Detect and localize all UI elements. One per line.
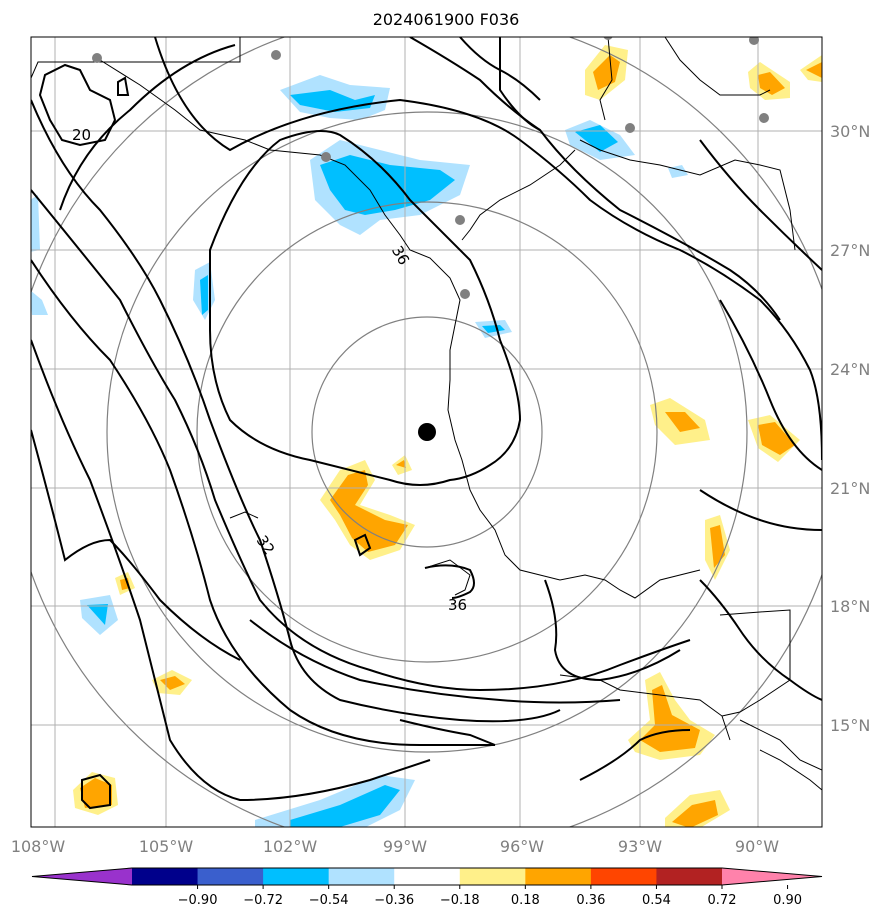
colorbar-segment <box>525 868 591 885</box>
contour-label-36-south: 36 <box>448 596 467 614</box>
lon-label: 99°W <box>383 837 427 856</box>
lat-label: 30°N <box>830 122 870 141</box>
lon-label: 105°W <box>139 837 194 856</box>
colorbar-tick-label: −0.90 <box>178 893 218 908</box>
lon-label: 108°W <box>11 837 66 856</box>
lat-label: 18°N <box>830 597 870 616</box>
lat-label: 21°N <box>830 479 870 498</box>
lon-label: 96°W <box>500 837 544 856</box>
colorbar-segment <box>329 868 395 885</box>
contour-label-20: 20 <box>72 126 91 144</box>
contour-label-32: 32 <box>253 532 279 558</box>
colorbar-tick-label: 0.54 <box>642 893 671 908</box>
lat-label: 27°N <box>830 241 870 260</box>
colorbar-extend-low <box>32 868 132 885</box>
colorbar: −0.90 −0.72 −0.54 −0.36 −0.18 0.18 0.36 0.54 0.7… <box>32 868 822 908</box>
latitude-labels: 30°N 27°N 24°N 21°N 18°N 15°N <box>830 122 870 735</box>
lon-label: 90°W <box>735 837 779 856</box>
colorbar-segment <box>591 868 657 885</box>
colorbar-tick-label: −0.54 <box>309 893 349 908</box>
colorbar-tick-label: −0.18 <box>440 893 480 908</box>
colorbar-tick-label: −0.36 <box>374 893 414 908</box>
colorbar-tick-label: 0.90 <box>773 893 802 908</box>
storm-center-marker <box>418 423 436 441</box>
lat-label: 24°N <box>830 360 870 379</box>
colorbar-segment <box>460 868 526 885</box>
lon-label: 102°W <box>263 837 318 856</box>
colorbar-tick-label: −0.72 <box>243 893 283 908</box>
contour-label-36-north: 36 <box>388 243 413 269</box>
colorbar-segment <box>394 868 460 885</box>
colorbar-tick-label: 0.36 <box>576 893 605 908</box>
colorbar-extend-high <box>722 868 822 885</box>
colorbar-segment <box>132 868 198 885</box>
colorbar-segment <box>656 868 722 885</box>
colorbar-segment <box>263 868 329 885</box>
colorbar-tick-label: 0.18 <box>511 893 540 908</box>
longitude-labels: 108°W 105°W 102°W 99°W 96°W 93°W 90°W <box>11 837 779 856</box>
colorbar-segment <box>198 868 264 885</box>
lat-label: 15°N <box>830 716 870 735</box>
coastlines <box>31 37 822 790</box>
lon-label: 93°W <box>618 837 662 856</box>
colorbar-tick-label: 0.72 <box>708 893 737 908</box>
